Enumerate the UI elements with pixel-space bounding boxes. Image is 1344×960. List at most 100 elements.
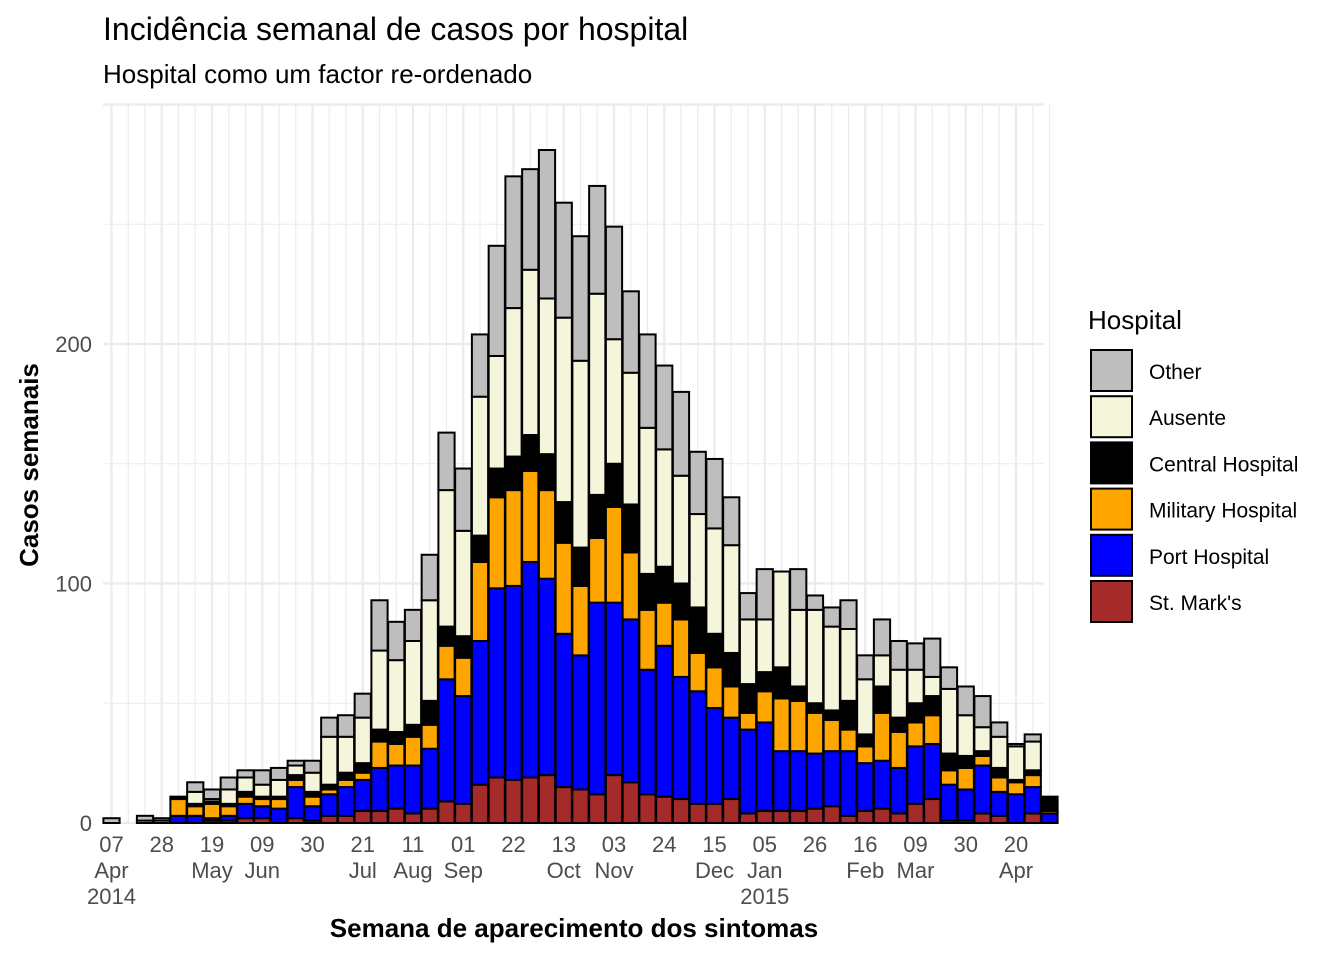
bar-segment <box>336 771 356 781</box>
bar-segment <box>688 450 707 516</box>
bar-segment <box>789 608 808 688</box>
bar-segment <box>805 702 825 714</box>
bar-segment <box>571 654 590 791</box>
bar-segment <box>286 786 305 820</box>
bar-segment <box>822 805 841 824</box>
bar-segment <box>655 448 674 568</box>
bar-segment <box>688 651 707 693</box>
bar-segment <box>722 651 741 688</box>
bar-segment <box>269 807 289 825</box>
bar-segment <box>638 668 657 796</box>
x-axis-title: Semana de aparecimento dos sintomas <box>330 913 818 943</box>
bar-segment <box>370 599 389 652</box>
x-tick-label: 05 Jan 2015 <box>740 832 789 909</box>
x-tick-label: 19 May <box>191 832 233 883</box>
bar-segment <box>889 766 908 815</box>
bar-segment <box>638 333 657 429</box>
bar-segment <box>822 709 841 722</box>
x-tick-label: 16 Feb <box>846 832 884 883</box>
bar-segment <box>906 802 925 825</box>
bar-segment <box>186 790 205 805</box>
bar-segment <box>403 639 423 726</box>
bar-segment <box>253 805 272 820</box>
bar-segment <box>403 723 423 738</box>
legend-swatch <box>1090 395 1133 439</box>
bar-segment <box>621 618 640 784</box>
bar-segment <box>303 795 322 808</box>
bar-segment <box>789 699 808 753</box>
bar-segment <box>755 721 774 813</box>
bar-segment <box>537 453 557 492</box>
bar-segment <box>169 814 188 825</box>
bar-segment <box>705 457 724 530</box>
bar-segment <box>621 551 640 621</box>
bar-segment <box>253 798 272 808</box>
x-tick-label: 11 Aug <box>393 832 432 883</box>
bar-segment <box>571 788 590 824</box>
bar-segment <box>872 618 892 657</box>
bar-segment <box>688 690 707 805</box>
bar-segment <box>588 793 607 825</box>
bar-segment <box>537 774 557 824</box>
bar-segment <box>387 730 406 745</box>
bar-segment <box>789 685 808 702</box>
bar-segment <box>705 707 724 805</box>
bar-segment <box>956 754 975 769</box>
bar-segment <box>504 307 523 458</box>
bar-segment <box>420 723 439 750</box>
bar-segment <box>521 469 540 563</box>
bar-segment <box>805 711 825 755</box>
bar-segment <box>604 601 624 777</box>
legend-swatch <box>1090 580 1133 623</box>
bar-segment <box>1023 774 1042 789</box>
bar-segment <box>1023 740 1042 772</box>
bar-segment <box>856 762 875 813</box>
bar-segment <box>286 764 305 777</box>
bar-segment <box>990 790 1009 817</box>
bar-segment <box>839 628 858 702</box>
bar-segment <box>370 810 389 825</box>
legend-title: Hospital <box>1088 305 1182 335</box>
bar-segment <box>219 788 238 805</box>
bar-segment <box>487 776 506 824</box>
bar-segment <box>487 496 506 590</box>
bar-segment <box>671 798 691 824</box>
bar-segment <box>839 750 858 817</box>
bar-segment <box>320 793 339 817</box>
bar-segment <box>755 618 774 674</box>
bar-segment <box>939 752 959 772</box>
bar-segment <box>923 695 942 717</box>
bar-segment <box>269 798 289 810</box>
bar-segment <box>923 798 942 824</box>
bar-segment <box>872 685 892 714</box>
bar-segment <box>571 546 590 587</box>
bar-segment <box>219 805 238 817</box>
bar-segment <box>738 711 758 731</box>
bar-segment <box>554 501 573 544</box>
bar-segment <box>889 730 908 769</box>
bar-segment <box>722 496 741 547</box>
bar-segment <box>638 793 657 825</box>
bar-segment <box>956 714 975 757</box>
bar-segment <box>604 462 624 508</box>
bar-segment <box>470 395 490 537</box>
bar-segment <box>789 810 808 825</box>
legend-label: Ausente <box>1149 407 1226 430</box>
bar-segment <box>537 149 557 300</box>
bar-segment <box>135 814 155 822</box>
bar-segment <box>236 802 255 820</box>
bar-segment <box>554 786 573 825</box>
bar-segment <box>688 802 707 825</box>
bar-segment <box>722 716 741 801</box>
bar-segment <box>370 766 389 813</box>
bar-segment <box>722 685 741 719</box>
bar-segment <box>169 798 188 817</box>
bar-segment <box>353 762 372 774</box>
bar-segment <box>253 783 272 798</box>
bar-segment <box>320 814 339 825</box>
y-tick-label: 0 <box>80 811 92 836</box>
bar-segment <box>470 560 490 642</box>
x-tick-label: 09 Jun <box>245 832 280 883</box>
bar-segment <box>504 489 523 587</box>
bar-segment <box>370 649 389 731</box>
